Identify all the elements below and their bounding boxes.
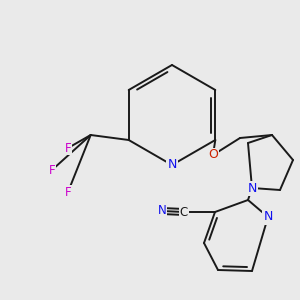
Text: F: F xyxy=(65,142,71,154)
Text: F: F xyxy=(49,164,55,176)
Text: C: C xyxy=(180,206,188,218)
Text: O: O xyxy=(208,148,218,161)
Text: N: N xyxy=(167,158,177,172)
Text: N: N xyxy=(158,205,166,218)
Text: N: N xyxy=(263,211,273,224)
Text: N: N xyxy=(247,182,257,194)
Text: F: F xyxy=(65,185,71,199)
